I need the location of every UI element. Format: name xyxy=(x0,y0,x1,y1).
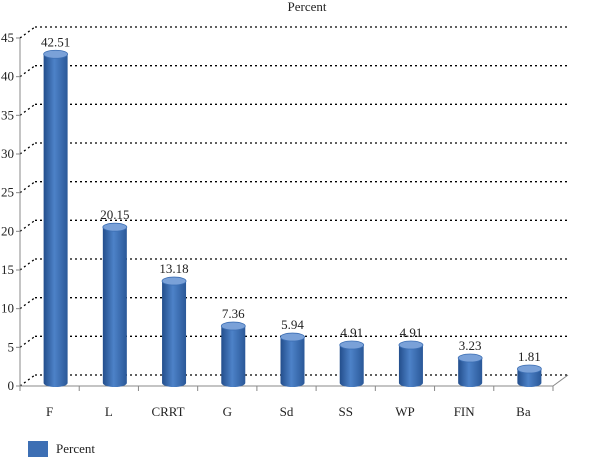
bar-body xyxy=(280,337,305,387)
gridline-diagonal xyxy=(19,26,36,39)
data-labels: 42.51 20.15 13.18 7.36 5.94 4.91 4.91 3.23 1.81 xyxy=(41,34,541,364)
y-axis-ticks: 0 5 10 15 20 25 30 35 40 45 xyxy=(1,30,20,393)
data-label: 4.91 xyxy=(340,325,363,340)
data-label: 13.18 xyxy=(159,261,188,276)
data-label: 7.36 xyxy=(222,306,245,321)
x-axis-depth-line xyxy=(552,374,569,387)
gridline-diagonal xyxy=(19,374,36,387)
bar-cap xyxy=(457,353,483,363)
bars xyxy=(43,49,542,388)
legend-swatch xyxy=(28,441,48,457)
data-label: 20.15 xyxy=(100,207,129,222)
bar-body xyxy=(221,326,246,387)
bar-body xyxy=(517,369,542,387)
x-tick-label: F xyxy=(46,404,53,419)
x-tick-label: WP xyxy=(395,404,415,419)
y-tick-label: 0 xyxy=(8,378,15,393)
gridline-diagonal xyxy=(19,297,36,310)
bar-body xyxy=(43,54,68,388)
y-tick-label: 5 xyxy=(8,339,15,354)
y-tick-label: 40 xyxy=(1,69,14,84)
bar-cap xyxy=(280,332,305,342)
x-tick-label: L xyxy=(105,404,113,419)
data-label: 1.81 xyxy=(518,349,541,364)
gridline-diagonal xyxy=(19,181,36,194)
bar xyxy=(339,340,365,387)
data-label: 42.51 xyxy=(41,34,70,49)
bar-cap xyxy=(398,340,424,350)
legend: Percent xyxy=(28,441,95,457)
data-label: 3.23 xyxy=(459,338,482,353)
x-tick-label: FIN xyxy=(454,404,476,419)
bar xyxy=(516,364,542,387)
bar-cap xyxy=(161,276,187,286)
gridline-diagonal xyxy=(19,219,36,232)
x-tick-label: G xyxy=(223,404,232,419)
x-tick-label: Ba xyxy=(516,404,531,419)
legend-label: Percent xyxy=(56,441,95,456)
data-label: 5.94 xyxy=(281,317,304,332)
bar xyxy=(220,321,246,387)
x-tick-label: SS xyxy=(338,404,352,419)
gridline-diagonal xyxy=(19,142,36,155)
bar-cap xyxy=(43,49,69,59)
y-tick-label: 35 xyxy=(1,107,14,122)
x-axis-ticks: F L CRRT G Sd SS WP FIN Ba xyxy=(19,386,554,419)
gridline-diagonal xyxy=(19,258,36,271)
bar-body xyxy=(162,281,187,387)
bar-cap xyxy=(339,340,365,350)
x-tick-label: CRRT xyxy=(151,404,184,419)
data-label: 4.91 xyxy=(400,325,423,340)
gridline-diagonal xyxy=(19,103,36,116)
bar xyxy=(280,332,305,387)
bar-cap xyxy=(102,222,128,232)
bar xyxy=(398,340,424,387)
bar xyxy=(457,353,483,387)
bar-body xyxy=(458,358,483,387)
x-tick-label: Sd xyxy=(280,404,294,419)
gridline-diagonal xyxy=(19,65,36,78)
bar-cap xyxy=(516,364,542,374)
gridline-diagonal xyxy=(19,335,36,348)
bar xyxy=(102,222,128,387)
y-tick-label: 20 xyxy=(1,223,14,238)
bar-cap xyxy=(220,321,246,331)
bar-body xyxy=(102,227,127,387)
y-tick-label: 30 xyxy=(1,146,14,161)
y-tick-label: 15 xyxy=(1,262,14,277)
y-tick-label: 25 xyxy=(1,185,14,200)
bar-body xyxy=(398,345,423,387)
chart-title: Percent xyxy=(288,0,327,14)
y-tick-label: 10 xyxy=(1,301,14,316)
bar xyxy=(43,49,69,388)
bar xyxy=(161,276,187,387)
bar-body xyxy=(339,345,364,387)
y-tick-label: 45 xyxy=(1,30,14,45)
